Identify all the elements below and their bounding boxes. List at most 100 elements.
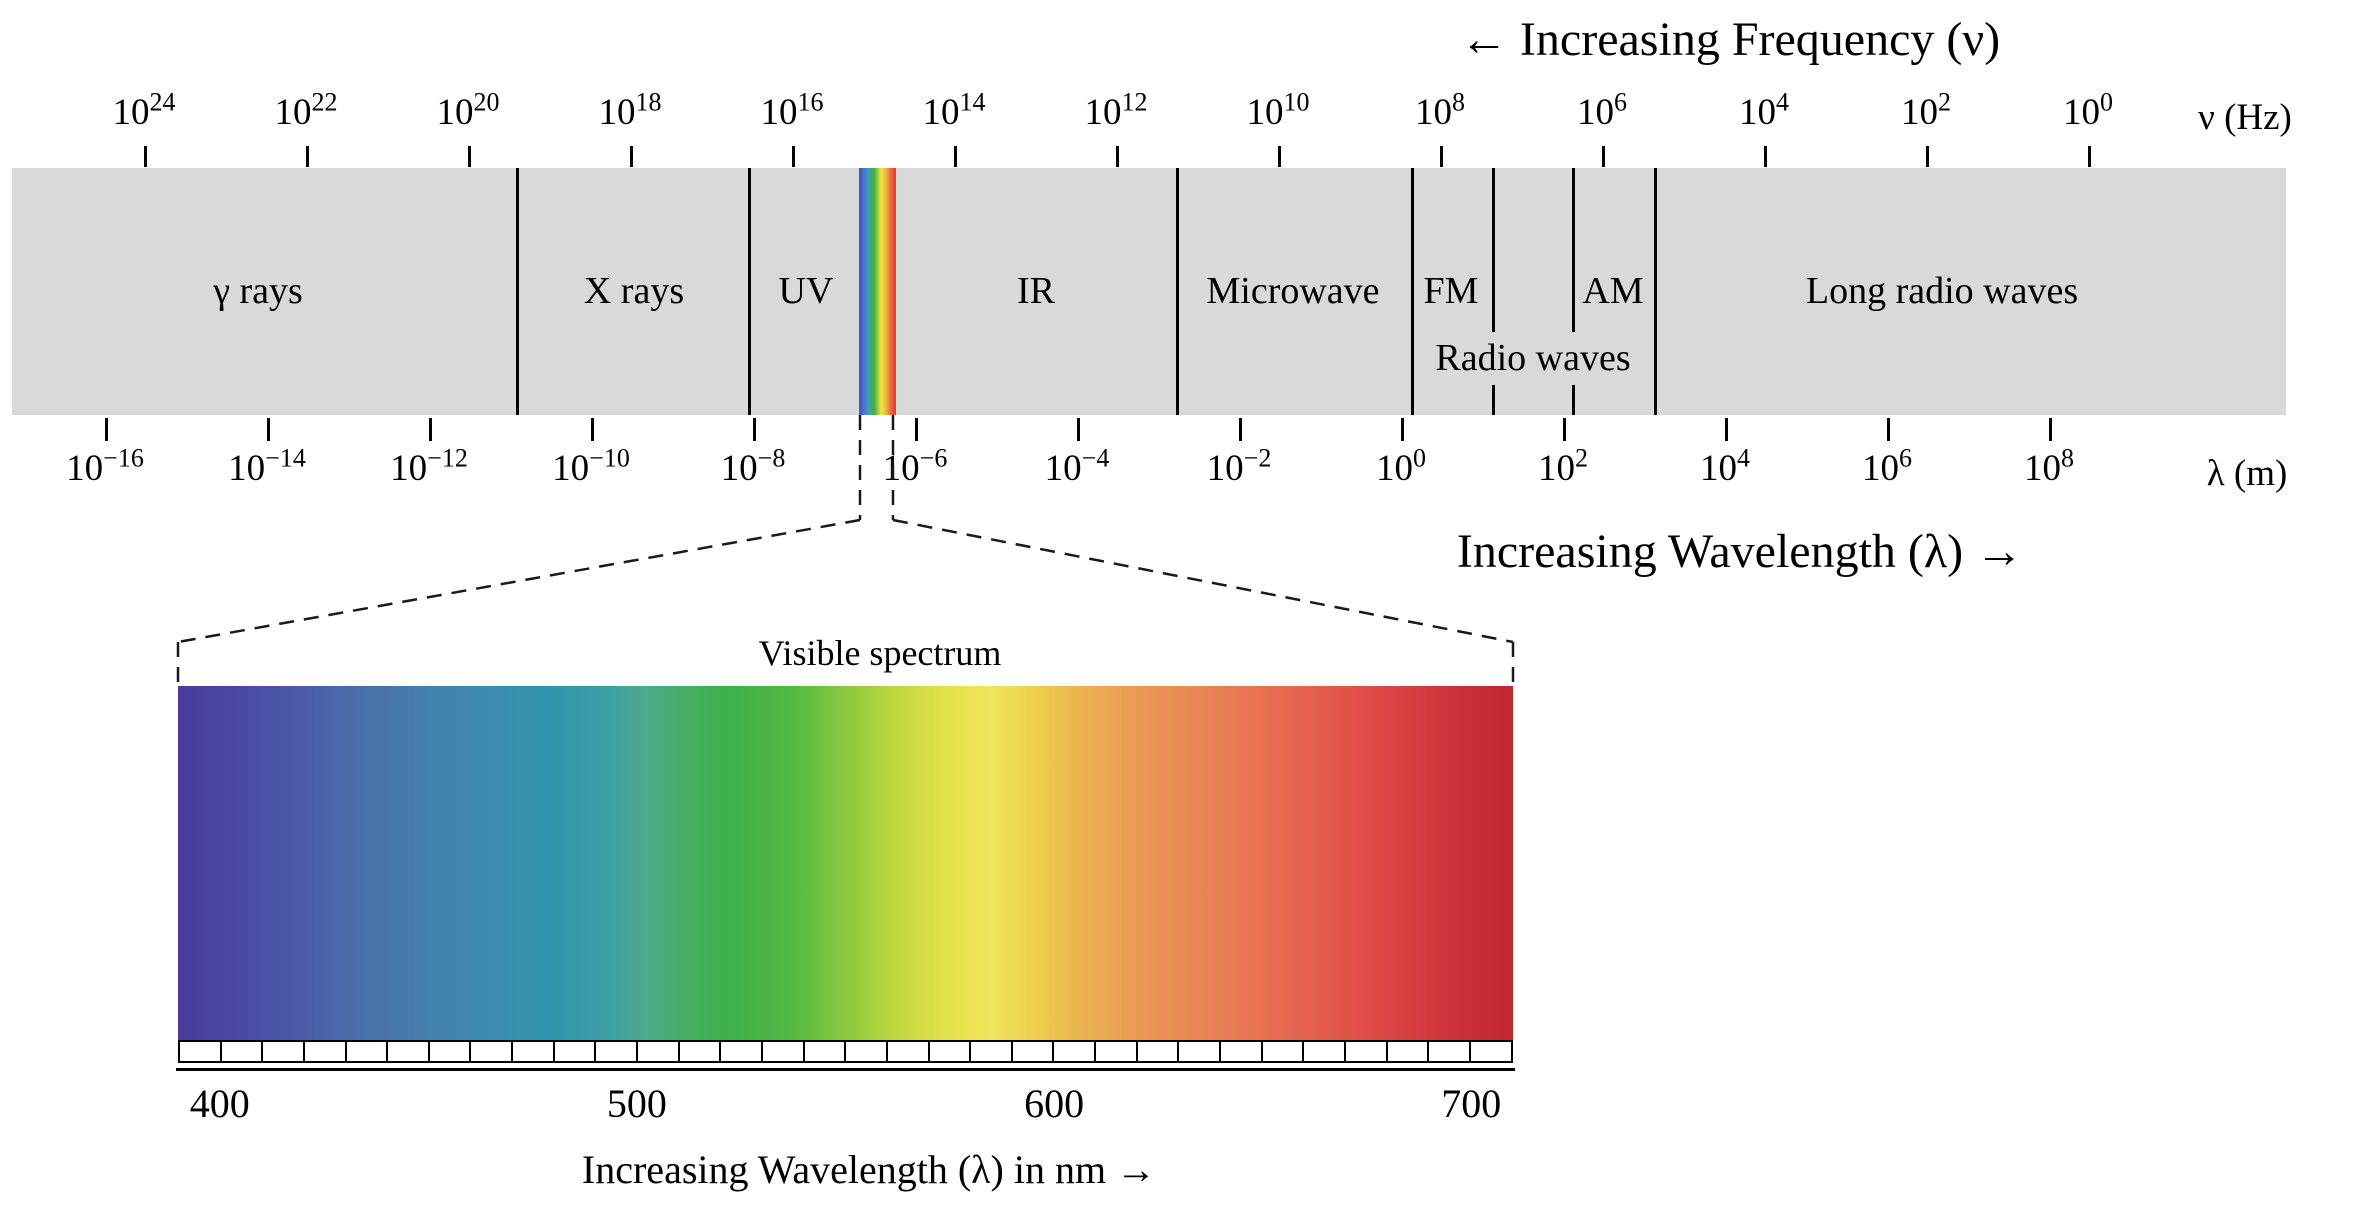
wavelength-tick bbox=[591, 418, 594, 441]
radio-waves-label: Radio waves bbox=[1435, 337, 1631, 379]
frequency-tick bbox=[1926, 146, 1929, 167]
region-divider bbox=[516, 168, 519, 415]
frequency-label: 108 bbox=[1415, 87, 1465, 133]
nm-tick-label: 500 bbox=[606, 1081, 667, 1126]
visible-spectrum-label: Visible spectrum bbox=[758, 633, 1002, 673]
ruler-cell bbox=[1468, 1040, 1513, 1063]
spectrum-band bbox=[12, 168, 2286, 415]
ruler-cell bbox=[178, 1040, 223, 1063]
frequency-label: 1016 bbox=[760, 87, 824, 133]
ruler-cell bbox=[469, 1040, 514, 1063]
ruler-cell bbox=[1427, 1040, 1472, 1063]
wavelength-label: 10−4 bbox=[1044, 443, 1110, 489]
wavelength-unit-label: λ (m) bbox=[2206, 453, 2288, 494]
ruler-cell bbox=[386, 1040, 431, 1063]
ruler-cell bbox=[927, 1040, 972, 1063]
ruler-cell bbox=[344, 1040, 389, 1063]
wavelength-tick bbox=[429, 418, 432, 441]
nm-axis-caption: Increasing Wavelength (λ) in nm → bbox=[581, 1147, 1157, 1192]
ruler-cell bbox=[511, 1040, 556, 1063]
wavelength-tick bbox=[105, 418, 108, 441]
title-increasing-wavelength: Increasing Wavelength (λ) → bbox=[1456, 525, 2024, 578]
frequency-label: 1024 bbox=[112, 87, 176, 133]
region-divider-segment bbox=[1572, 168, 1575, 332]
ruler-cell bbox=[760, 1040, 806, 1063]
wavelength-tick bbox=[1887, 418, 1890, 441]
frequency-label: 1010 bbox=[1246, 87, 1310, 133]
wavelength-label: 10−2 bbox=[1206, 443, 1272, 489]
wavelength-label: 10−14 bbox=[228, 443, 306, 489]
ruler-cell bbox=[636, 1040, 681, 1063]
region-divider bbox=[1411, 168, 1414, 415]
ruler-cell bbox=[427, 1040, 472, 1063]
frequency-label: 102 bbox=[1901, 87, 1951, 133]
wavelength-tick bbox=[267, 418, 270, 441]
region-divider bbox=[1654, 168, 1657, 415]
ruler-cell bbox=[1052, 1040, 1097, 1063]
ruler-cell bbox=[844, 1040, 889, 1063]
frequency-tick bbox=[1278, 146, 1281, 167]
ruler-cell bbox=[1135, 1040, 1180, 1063]
wavelength-label: 104 bbox=[1700, 443, 1750, 489]
region-label-microwave: Microwave bbox=[1206, 270, 1380, 312]
wavelength-label: 106 bbox=[1862, 443, 1912, 489]
title-increasing-frequency: ← Increasing Frequency (ν) bbox=[1459, 13, 2001, 66]
ruler-cell bbox=[302, 1040, 348, 1063]
frequency-label: 1018 bbox=[598, 87, 662, 133]
region-divider bbox=[1176, 168, 1179, 415]
region-divider bbox=[748, 168, 751, 415]
frequency-label: 100 bbox=[2063, 87, 2113, 133]
region-divider-segment bbox=[1492, 385, 1495, 415]
nm-tick-label: 700 bbox=[1441, 1081, 1502, 1126]
ruler-cell bbox=[1302, 1040, 1347, 1063]
ruler-cell bbox=[219, 1040, 264, 1063]
frequency-label: 1020 bbox=[436, 87, 500, 133]
ruler-cell bbox=[552, 1040, 597, 1063]
ruler-cell bbox=[677, 1040, 722, 1063]
frequency-tick bbox=[1602, 146, 1605, 167]
ruler-cell bbox=[802, 1040, 847, 1063]
visible-spectrum-gradient bbox=[178, 686, 1513, 1040]
frequency-unit-label: ν (Hz) bbox=[2198, 97, 2292, 138]
ruler-cell bbox=[1177, 1040, 1222, 1063]
frequency-label: 104 bbox=[1739, 87, 1789, 133]
region-label-ir: IR bbox=[1017, 270, 1055, 312]
frequency-label: 1012 bbox=[1084, 87, 1148, 133]
wavelength-label: 100 bbox=[1376, 443, 1426, 489]
wavelength-tick bbox=[1077, 418, 1080, 441]
wavelength-label: 10−16 bbox=[66, 443, 144, 489]
ruler-cell bbox=[719, 1040, 764, 1063]
frequency-label: 1022 bbox=[274, 87, 338, 133]
wavelength-label: 108 bbox=[2024, 443, 2074, 489]
wavelength-label: 102 bbox=[1538, 443, 1588, 489]
frequency-tick bbox=[1440, 146, 1443, 167]
ruler-baseline bbox=[176, 1068, 1515, 1071]
region-label-fm: FM bbox=[1423, 270, 1479, 312]
wavelength-label: 10−8 bbox=[720, 443, 786, 489]
wavelength-tick bbox=[1239, 418, 1242, 441]
frequency-tick bbox=[1764, 146, 1767, 167]
nm-tick-label: 400 bbox=[189, 1081, 250, 1126]
region-label-x-rays: X rays bbox=[583, 270, 685, 312]
wavelength-label: 10−6 bbox=[882, 443, 948, 489]
ruler-cell bbox=[594, 1040, 639, 1063]
wavelength-tick bbox=[1563, 418, 1566, 441]
ruler-cell bbox=[1010, 1040, 1055, 1063]
frequency-label: 106 bbox=[1577, 87, 1627, 133]
region-divider-segment bbox=[1492, 168, 1495, 332]
frequency-tick bbox=[468, 146, 471, 167]
frequency-label: 1014 bbox=[922, 87, 986, 133]
wavelength-tick bbox=[2049, 418, 2052, 441]
ruler-cell bbox=[1219, 1040, 1264, 1063]
wavelength-label: 10−12 bbox=[390, 443, 468, 489]
ruler-cell bbox=[1385, 1040, 1430, 1063]
frequency-tick bbox=[306, 146, 309, 167]
wavelength-tick bbox=[1401, 418, 1404, 441]
frequency-tick bbox=[630, 146, 633, 167]
region-label-am: AM bbox=[1582, 270, 1644, 312]
nm-tick-label: 600 bbox=[1024, 1081, 1085, 1126]
ruler-cell bbox=[261, 1040, 306, 1063]
ruler-cell bbox=[1094, 1040, 1139, 1063]
